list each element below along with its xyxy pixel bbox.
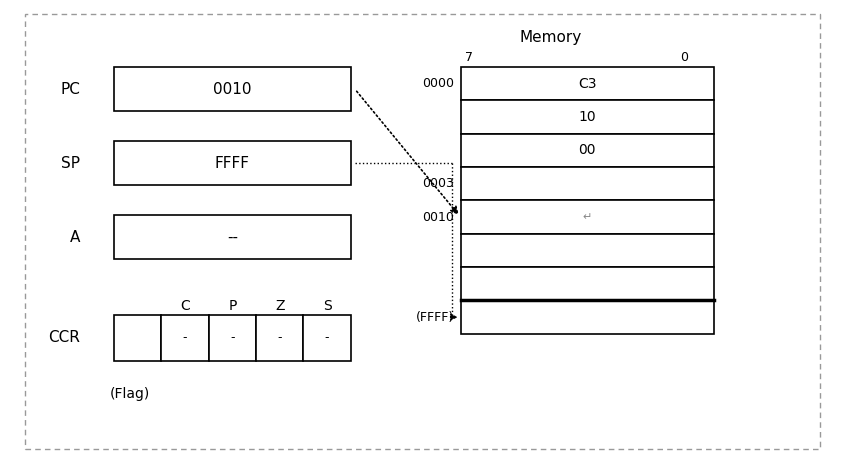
Bar <box>460 67 713 100</box>
Text: (FFFF): (FFFF) <box>415 311 453 324</box>
Bar <box>460 267 713 300</box>
Bar <box>208 315 256 361</box>
Text: -: - <box>230 332 235 344</box>
Text: (Flag): (Flag) <box>110 387 150 400</box>
Text: 00: 00 <box>578 144 595 157</box>
Text: --: -- <box>226 230 238 245</box>
Text: Z: Z <box>274 299 284 313</box>
Text: 0003: 0003 <box>421 177 453 190</box>
Bar <box>460 167 713 200</box>
Text: CCR: CCR <box>48 331 80 345</box>
Bar <box>460 100 713 134</box>
Bar <box>114 215 350 259</box>
Text: ↵: ↵ <box>582 212 592 222</box>
Bar <box>460 200 713 234</box>
Text: -: - <box>277 332 282 344</box>
Text: 10: 10 <box>578 110 595 124</box>
Text: C3: C3 <box>577 77 596 91</box>
Text: -: - <box>182 332 187 344</box>
Text: FFFF: FFFF <box>214 156 250 171</box>
Text: SP: SP <box>62 156 80 171</box>
Text: 0010: 0010 <box>421 211 453 224</box>
Text: 7: 7 <box>464 51 473 64</box>
Bar <box>114 315 161 361</box>
Text: Memory: Memory <box>519 30 582 44</box>
Bar <box>114 67 350 111</box>
Bar <box>460 234 713 267</box>
Text: 0000: 0000 <box>421 77 453 90</box>
Text: C: C <box>180 299 190 313</box>
Text: P: P <box>228 299 236 313</box>
Bar <box>303 315 350 361</box>
Text: -: - <box>324 332 329 344</box>
Text: 0010: 0010 <box>213 81 252 97</box>
Text: PC: PC <box>60 81 80 97</box>
Text: A: A <box>70 230 80 245</box>
Bar <box>460 134 713 167</box>
Text: 0: 0 <box>679 51 688 64</box>
Bar <box>460 300 713 334</box>
Bar <box>161 315 208 361</box>
Bar <box>114 141 350 185</box>
Text: S: S <box>322 299 331 313</box>
Bar <box>256 315 303 361</box>
